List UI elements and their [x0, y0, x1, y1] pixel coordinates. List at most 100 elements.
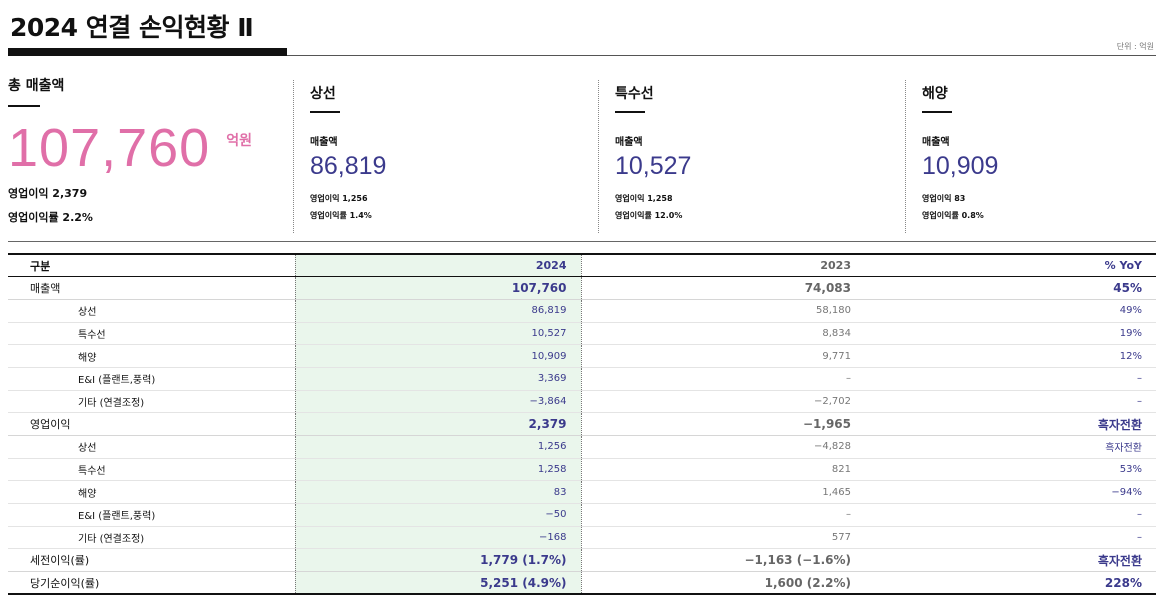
table-row: 특수선 1,258 821 53%	[8, 458, 1156, 482]
cell-2024: 5,251 (4.9%)	[294, 571, 582, 596]
table-row: 특수선 10,527 8,834 19%	[8, 322, 1156, 346]
row-label: 상선	[8, 435, 295, 459]
cell-yoy: 12%	[867, 344, 1156, 368]
title-underline-bar	[8, 48, 287, 56]
table-row: 상선 1,256 −4,828 흑자전환	[8, 435, 1156, 459]
row-label: 영업이익	[8, 412, 295, 436]
cell-2024: 3,369	[294, 367, 582, 391]
header-2023: 2023	[820, 259, 851, 273]
table-row: 당기순이익(률) 5,251 (4.9%) 1,600 (2.2%) 228%	[8, 571, 1156, 596]
header-category: 구분	[30, 259, 51, 273]
cell-2024: 83	[294, 480, 582, 505]
page-title: 2024 연결 손익현황 Ⅱ	[10, 13, 254, 42]
cell-yoy: –	[867, 526, 1156, 550]
table-row: E&I (플랜트,풍력) 3,369 – –	[8, 367, 1156, 391]
row-label: 매출액	[8, 276, 295, 300]
cell-2024: 10,909	[294, 344, 582, 368]
heading-dash	[615, 111, 645, 113]
cell-yoy: −94%	[867, 480, 1156, 505]
row-label: 특수선	[8, 458, 295, 482]
segment-name: 상선	[310, 86, 336, 102]
cell-2024: 86,819	[294, 299, 582, 323]
table-row: 매출액 107,760 74,083 45%	[8, 276, 1156, 300]
cell-2024: −3,864	[294, 390, 582, 414]
table-row: 해양 10,909 9,771 12%	[8, 344, 1156, 368]
segment-sales-value: 10,909	[922, 152, 999, 180]
cell-yoy: 19%	[867, 322, 1156, 346]
cell-2024: 2,379	[294, 412, 582, 436]
header-yoy: % YoY	[1104, 259, 1142, 273]
segment-name: 해양	[922, 86, 948, 102]
cell-yoy: –	[867, 367, 1156, 391]
cell-yoy: 228%	[867, 571, 1156, 596]
segment-op-margin: 영업이익률 1.4%	[310, 211, 372, 220]
segment-sales-label: 매출액	[615, 137, 643, 148]
row-label: 해양	[8, 344, 295, 368]
cell-2024: 1,258	[294, 458, 582, 482]
segment-card-merchant: 상선 매출액 86,819 영업이익 1,256 영업이익률 1.4%	[293, 80, 598, 233]
cell-yoy: 49%	[867, 299, 1156, 323]
heading-dash	[922, 111, 952, 113]
heading-dash	[8, 105, 40, 107]
row-label: 기타 (연결조정)	[8, 390, 295, 414]
cell-2023: 577	[581, 526, 867, 550]
segment-card-special: 특수선 매출액 10,527 영업이익 1,258 영업이익률 12.0%	[598, 80, 905, 233]
table-row: 기타 (연결조정) −168 577 –	[8, 526, 1156, 550]
cell-2024: 10,527	[294, 322, 582, 346]
segment-op-income: 영업이익 83	[922, 194, 966, 203]
table-row: 세전이익(률) 1,779 (1.7%) −1,163 (−1.6%) 흑자전환	[8, 548, 1156, 573]
table-row: 해양 83 1,465 −94%	[8, 480, 1156, 505]
cell-2023: 8,834	[581, 322, 867, 346]
header-2024: 2024	[294, 254, 582, 277]
segment-op-margin: 영업이익률 0.8%	[922, 211, 984, 220]
heading-dash	[310, 111, 340, 113]
total-revenue-value: 107,760	[8, 118, 211, 178]
cell-2024: 107,760	[294, 276, 582, 300]
row-label: 상선	[8, 299, 295, 323]
cell-2023: 9,771	[581, 344, 867, 368]
row-label: E&I (플랜트,풍력)	[8, 367, 295, 391]
total-op-income: 영업이익 2,379	[8, 187, 88, 200]
segment-op-margin: 영업이익률 12.0%	[615, 211, 683, 220]
summary-panel: 총 매출액 107,760 억원 영업이익 2,379 영업이익률 2.2% 상…	[8, 75, 1156, 235]
total-revenue-card: 총 매출액 107,760 억원 영업이익 2,379 영업이익률 2.2%	[8, 75, 293, 235]
cell-yoy: 흑자전환	[867, 412, 1156, 436]
row-label: E&I (플랜트,풍력)	[8, 503, 295, 527]
summary-divider	[8, 241, 1156, 242]
table-row: 상선 86,819 58,180 49%	[8, 299, 1156, 323]
cell-2024: −168	[294, 526, 582, 550]
cell-2023: 74,083	[581, 276, 867, 300]
segment-sales-value: 10,527	[615, 152, 692, 180]
row-label: 해양	[8, 480, 295, 505]
cell-2023: −2,702	[581, 390, 867, 414]
cell-2023: 1,600 (2.2%)	[581, 571, 867, 596]
cell-yoy: 45%	[867, 276, 1156, 300]
unit-label: 단위 : 억원	[1116, 42, 1154, 51]
table-row: E&I (플랜트,풍력) −50 – –	[8, 503, 1156, 527]
total-op-margin: 영업이익률 2.2%	[8, 211, 93, 224]
segment-sales-label: 매출액	[310, 137, 338, 148]
cell-2023: –	[581, 367, 867, 391]
cell-yoy: 53%	[867, 458, 1156, 482]
total-heading: 총 매출액	[8, 78, 65, 94]
cell-2023: −4,828	[581, 435, 867, 459]
cell-2023: 821	[581, 458, 867, 482]
cell-yoy: 흑자전환	[867, 548, 1156, 573]
title-divider	[287, 55, 1156, 56]
table-header-row: 구분 2024 2023 % YoY	[8, 254, 1156, 277]
segment-card-offshore: 해양 매출액 10,909 영업이익 83 영업이익률 0.8%	[905, 80, 1156, 233]
cell-yoy: –	[867, 503, 1156, 527]
cell-2024: 1,256	[294, 435, 582, 459]
segment-op-income: 영업이익 1,256	[310, 194, 368, 203]
cell-2023: 58,180	[581, 299, 867, 323]
cell-2024: 1,779 (1.7%)	[294, 548, 582, 573]
row-label: 기타 (연결조정)	[8, 526, 295, 550]
cell-2023: 1,465	[581, 480, 867, 505]
row-label: 당기순이익(률)	[8, 571, 295, 596]
cell-yoy: –	[867, 390, 1156, 414]
cell-2023: −1,163 (−1.6%)	[581, 548, 867, 573]
total-revenue-row: 107,760 억원	[8, 120, 252, 176]
segment-sales-value: 86,819	[310, 152, 387, 180]
segment-sales-label: 매출액	[922, 137, 950, 148]
row-label: 세전이익(률)	[8, 548, 295, 573]
